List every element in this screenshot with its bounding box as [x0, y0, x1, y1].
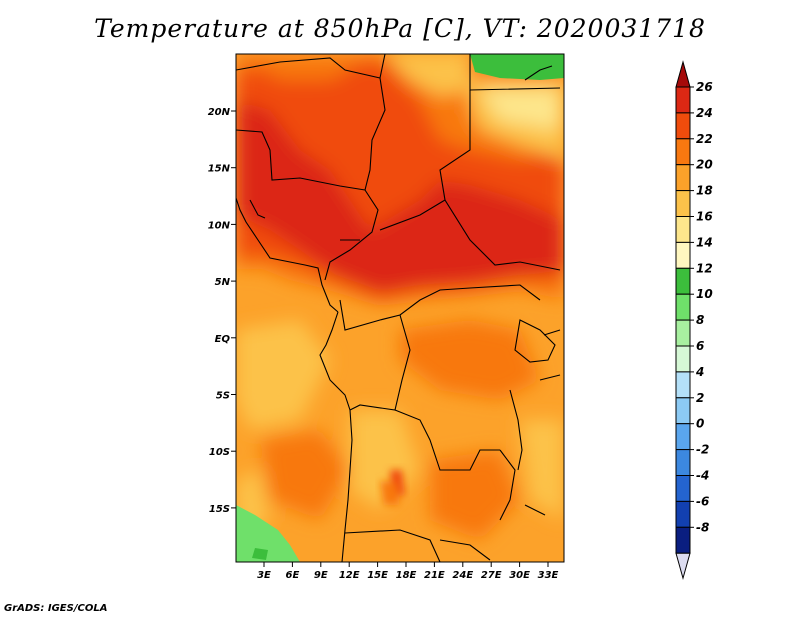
map-frame	[235, 53, 565, 563]
colorbar-label: 24	[696, 106, 713, 120]
chart-title: Temperature at 850hPa [C], VT: 202003171…	[94, 14, 706, 43]
colorbar-label: 0	[696, 417, 704, 431]
lat-tick-label: 15S	[209, 504, 230, 515]
colorbar-swatch	[675, 138, 691, 166]
lat-tick-label: 15N	[208, 164, 231, 175]
colorbar-swatch	[675, 500, 691, 528]
colorbar-label: 12	[696, 261, 713, 275]
colorbar-swatch	[675, 190, 691, 218]
colorbar-swatch	[675, 216, 691, 243]
colorbar-swatch	[675, 345, 691, 373]
colorbar-swatch	[675, 371, 691, 399]
colorbar-swatch	[675, 112, 691, 140]
lat-tick-label: 10S	[209, 447, 230, 458]
colorbar-swatch	[675, 164, 691, 192]
colorbar-label: 8	[696, 313, 704, 327]
colorbar-label: 2	[696, 391, 704, 405]
colorbar-swatch	[675, 526, 691, 554]
lon-tick-label: 21E	[424, 570, 445, 581]
lat-tick-label: 5N	[215, 277, 231, 288]
lon-tick-label: 15E	[367, 570, 388, 581]
colorbar-swatch	[675, 319, 691, 347]
colorbar-label: 26	[696, 80, 713, 94]
colorbar-label: -4	[696, 469, 709, 483]
lon-tick-label: 3E	[257, 570, 271, 581]
colorbar-label: 14	[696, 235, 713, 249]
longitude-axis: 3E 6E 9E 12E 15E 18E 21E 24E 27E 30E 33E	[257, 562, 559, 581]
lon-tick-label: 6E	[286, 570, 300, 581]
colorbar-bottom-arrow	[675, 552, 691, 581]
latitude-axis: 20N 15N 10N 5N EQ 5S 10S 15S	[208, 107, 236, 515]
colorbar-label: 20	[696, 158, 713, 172]
colorbar-label: -8	[696, 520, 709, 534]
colorbar-swatch	[675, 293, 691, 321]
lon-tick-label: 12E	[339, 570, 360, 581]
colorbar-swatch	[675, 423, 691, 451]
temperature-field	[236, 54, 564, 562]
lon-tick-label: 27E	[481, 570, 502, 581]
colorbar-top-arrow	[675, 60, 691, 88]
lon-tick-label: 9E	[314, 570, 328, 581]
lon-tick-label: 33E	[538, 570, 559, 581]
lat-tick-label: EQ	[215, 334, 231, 345]
colorbar-swatch	[675, 397, 691, 425]
lon-tick-label: 24E	[452, 570, 473, 581]
lat-tick-label: 5S	[216, 391, 230, 402]
colorbar-label: 6	[696, 339, 704, 353]
software-credit: GrADS: IGES/COLA	[4, 603, 108, 614]
colorbar-label: 16	[696, 210, 713, 224]
lon-tick-label: 30E	[509, 570, 530, 581]
country-borders	[236, 54, 561, 562]
lat-tick-label: 20N	[208, 107, 231, 118]
colorbar-label: -2	[696, 443, 709, 457]
colorbar-swatch	[675, 449, 691, 477]
colorbar-label: 22	[696, 132, 713, 146]
lon-tick-label: 18E	[396, 570, 417, 581]
lat-tick-label: 10N	[208, 220, 231, 231]
colorbar-label: 18	[696, 184, 713, 198]
colorbar-label: -6	[696, 494, 709, 508]
colorbar-swatch	[675, 241, 691, 269]
colorbar-swatch	[675, 86, 691, 114]
colorbar-label: 10	[696, 287, 713, 301]
colorbar-swatch	[675, 267, 691, 295]
colorbar-label: 4	[695, 365, 704, 379]
colorbar-swatch	[675, 475, 691, 502]
